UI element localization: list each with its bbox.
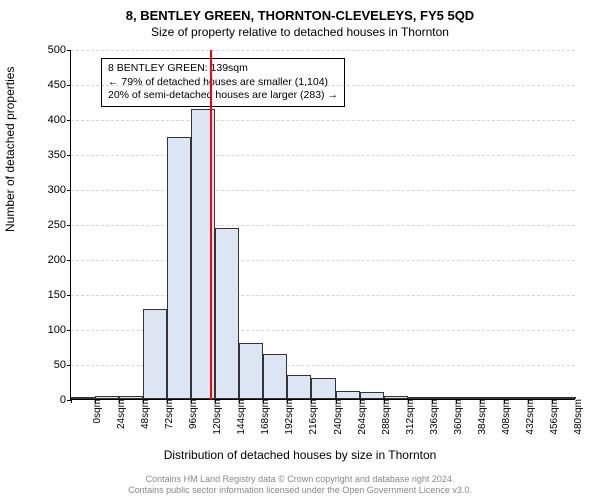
histogram-bar [263, 354, 287, 400]
x-tick-label: 216sqm [303, 399, 319, 435]
x-tick-label: 144sqm [231, 399, 247, 435]
x-tick-mark [311, 399, 312, 403]
x-tick-label: 408sqm [496, 399, 512, 435]
callout-line3: 20% of semi-detached houses are larger (… [108, 89, 338, 103]
x-tick-mark [360, 399, 361, 403]
y-gridline [71, 295, 575, 296]
callout-line2: ← 79% of detached houses are smaller (1,… [108, 76, 338, 90]
histogram-bar [360, 392, 384, 399]
histogram-bar [143, 309, 167, 399]
x-tick-mark [384, 399, 385, 403]
histogram-bar [167, 137, 191, 400]
histogram-bar [215, 228, 239, 400]
x-tick-label: 240sqm [328, 399, 344, 435]
x-tick-label: 312sqm [400, 399, 416, 435]
y-gridline [71, 50, 575, 51]
y-gridline [71, 260, 575, 261]
x-tick-mark [528, 399, 529, 403]
x-tick-mark [408, 399, 409, 403]
x-tick-label: 192sqm [279, 399, 295, 435]
x-tick-label: 456sqm [544, 399, 560, 435]
x-tick-label: 480sqm [568, 399, 584, 435]
callout-box: 8 BENTLEY GREEN: 139sqm ← 79% of detache… [101, 58, 345, 107]
x-tick-mark [191, 399, 192, 403]
y-gridline [71, 225, 575, 226]
footer-attribution: Contains HM Land Registry data © Crown c… [0, 474, 600, 496]
y-gridline [71, 190, 575, 191]
x-tick-label: 384sqm [472, 399, 488, 435]
x-tick-mark [215, 399, 216, 403]
x-tick-mark [504, 399, 505, 403]
x-tick-mark [456, 399, 457, 403]
x-tick-mark [119, 399, 120, 403]
x-axis-label: Distribution of detached houses by size … [0, 448, 600, 462]
x-tick-label: 432sqm [520, 399, 536, 435]
x-tick-label: 360sqm [448, 399, 464, 435]
x-tick-mark [432, 399, 433, 403]
x-tick-mark [336, 399, 337, 403]
footer-line1: Contains HM Land Registry data © Crown c… [0, 474, 600, 485]
x-tick-label: 336sqm [424, 399, 440, 435]
callout-line1: 8 BENTLEY GREEN: 139sqm [108, 62, 338, 76]
footer-line2: Contains public sector information licen… [0, 485, 600, 496]
x-tick-mark [480, 399, 481, 403]
x-tick-mark [143, 399, 144, 403]
x-tick-mark [552, 399, 553, 403]
chart-title-main: 8, BENTLEY GREEN, THORNTON-CLEVELEYS, FY… [0, 0, 600, 23]
x-tick-label: 168sqm [255, 399, 271, 435]
chart-plot-area: 8 BENTLEY GREEN: 139sqm ← 79% of detache… [70, 50, 575, 400]
x-tick-label: 288sqm [376, 399, 392, 435]
x-tick-label: 264sqm [352, 399, 368, 435]
histogram-bar [239, 343, 263, 399]
x-tick-label: 48sqm [135, 399, 151, 429]
property-marker-line [210, 50, 212, 399]
x-tick-mark [239, 399, 240, 403]
histogram-bar [336, 391, 360, 399]
y-gridline [71, 85, 575, 86]
y-gridline [71, 155, 575, 156]
x-tick-mark [263, 399, 264, 403]
x-tick-label: 120sqm [207, 399, 223, 435]
x-tick-mark [167, 399, 168, 403]
histogram-bar [287, 375, 311, 400]
x-tick-label: 72sqm [159, 399, 175, 429]
y-axis-label: Number of detached properties [3, 67, 17, 232]
x-tick-label: 96sqm [183, 399, 199, 429]
y-gridline [71, 120, 575, 121]
histogram-bar [311, 378, 335, 399]
x-tick-label: 24sqm [111, 399, 127, 429]
x-tick-mark [95, 399, 96, 403]
x-tick-mark [287, 399, 288, 403]
chart-title-sub: Size of property relative to detached ho… [0, 23, 600, 39]
x-tick-mark [71, 399, 72, 403]
